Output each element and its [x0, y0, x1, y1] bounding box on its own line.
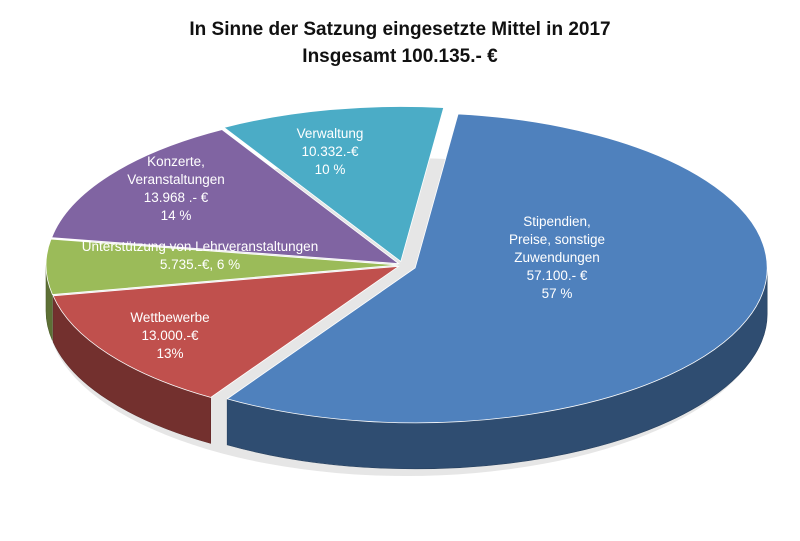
pie-slice-3: [51, 129, 401, 265]
slice-label-line: Wettbewerbe: [130, 310, 209, 325]
slice-label-line: Verwaltung: [297, 126, 364, 141]
slice-label-line: 13.968 .- €: [144, 190, 209, 205]
chart-subtitle: Insgesamt 100.135.- €: [302, 46, 498, 67]
chart-title: In Sinne der Satzung eingesetzte Mittel …: [189, 19, 611, 40]
slice-label-line: 14 %: [161, 208, 192, 223]
slice-label-0: Stipendien, Preise, sonstige Zuwendungen 57…: [509, 214, 605, 301]
slice-label-3: Konzerte, Veranstaltungen 13.968 .- € 14 %: [127, 154, 225, 223]
pie-labels: Stipendien, Preise, sonstige Zuwendungen 57…: [82, 126, 605, 361]
slice-label-2: Unterstützung von Lehrveranstaltungen 5.7…: [82, 239, 318, 272]
slice-label-line: Konzerte,: [147, 154, 205, 169]
slice-label-line: Stipendien,: [523, 214, 591, 229]
slice-label-line: Unterstützung von Lehrveranstaltungen: [82, 239, 318, 254]
slice-label-line: 57 %: [542, 286, 573, 301]
slice-label-line: 13.000.-€: [141, 328, 199, 343]
pie-slice-4: [223, 106, 445, 263]
pie-slice-0: [226, 113, 768, 424]
slice-label-line: 10 %: [315, 162, 346, 177]
slice-label-line: 5.735.-€, 6 %: [160, 257, 240, 272]
slice-label-line: Veranstaltungen: [127, 172, 225, 187]
pie-tops: [45, 106, 768, 424]
slice-label-line: 57.100.- €: [527, 268, 588, 283]
slice-label-4: Verwaltung 10.332.-€ 10 %: [297, 126, 364, 177]
slice-label-1: Wettbewerbe 13.000.-€ 13%: [130, 310, 209, 361]
slice-label-line: Preise, sonstige: [509, 232, 605, 247]
slice-label-line: 13%: [156, 346, 183, 361]
slice-label-line: Zuwendungen: [514, 250, 600, 265]
pie-slice-1: [52, 265, 401, 398]
slice-label-line: 10.332.-€: [301, 144, 359, 159]
pie-slice-2: [45, 238, 399, 295]
